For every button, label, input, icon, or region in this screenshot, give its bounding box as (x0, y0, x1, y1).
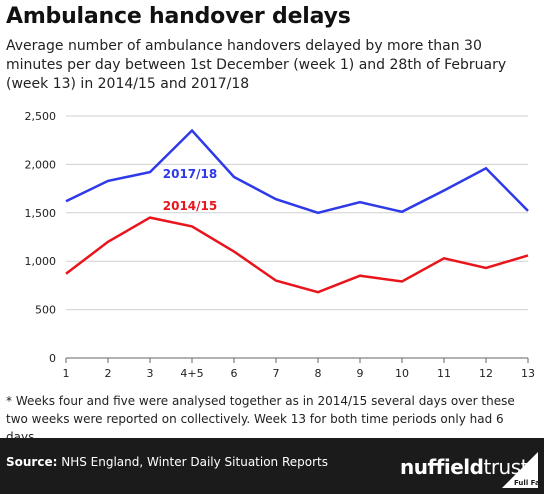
source-note: Source: NHS England, Winter Daily Situat… (6, 455, 328, 469)
brand-part1: nuffield (400, 455, 484, 479)
x-tick-label: 11 (437, 367, 451, 380)
y-tick-label: 2,500 (25, 110, 57, 123)
x-tick-label: 8 (315, 367, 322, 380)
full-fact-logo: Full Fact (502, 452, 540, 488)
x-tick-label: 7 (273, 367, 280, 380)
y-tick-label: 1,500 (25, 207, 57, 220)
y-tick-label: 500 (35, 304, 56, 317)
series-label: 2014/15 (163, 199, 217, 213)
x-tick-label: 3 (147, 367, 154, 380)
full-fact-tick-icon (502, 452, 538, 488)
series-labels: 2017/18 2014/15 (163, 167, 217, 213)
x-tick-label: 6 (231, 367, 238, 380)
y-tick-label: 0 (49, 352, 56, 365)
gridlines (66, 115, 528, 359)
x-tick-label: 12 (479, 367, 493, 380)
x-tick-label: 4+5 (180, 367, 203, 380)
footer: Source: NHS England, Winter Daily Situat… (0, 438, 544, 494)
series-label: 2017/18 (163, 167, 217, 181)
y-tick-label: 1,000 (25, 255, 57, 268)
x-tick-label: 1 (63, 367, 70, 380)
source-label: Source: (6, 455, 58, 469)
source-text: NHS England, Winter Daily Situation Repo… (57, 455, 328, 469)
x-tick-label: 10 (395, 367, 409, 380)
page-title: Ambulance handover delays (6, 4, 351, 29)
y-axis-ticks: 0 500 1,000 1,500 2,000 2,500 (25, 110, 57, 365)
x-axis-ticks: 1 2 3 4+5 6 7 8 9 10 11 12 13 (63, 358, 535, 380)
series-lines (65, 128, 529, 294)
series-line (65, 216, 529, 294)
x-tick-label: 9 (357, 367, 364, 380)
x-tick-label: 2 (105, 367, 112, 380)
full-fact-logo-text: Full Fact (514, 479, 540, 487)
y-tick-label: 2,000 (25, 158, 57, 171)
x-tick-label: 13 (521, 367, 535, 380)
series-line (65, 128, 529, 215)
chart-subtitle: Average number of ambulance handovers de… (6, 38, 507, 92)
